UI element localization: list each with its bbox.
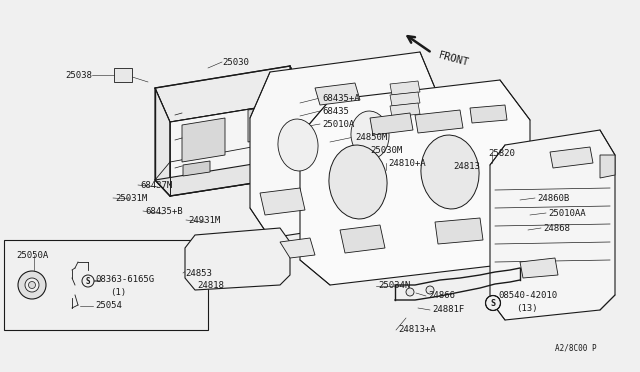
Text: 24881F: 24881F bbox=[432, 305, 464, 314]
Text: 25034N: 25034N bbox=[378, 282, 410, 291]
Text: 68435+A: 68435+A bbox=[322, 93, 360, 103]
Polygon shape bbox=[182, 118, 225, 162]
Ellipse shape bbox=[18, 271, 46, 299]
Polygon shape bbox=[315, 83, 360, 105]
Polygon shape bbox=[415, 110, 463, 133]
Polygon shape bbox=[170, 100, 305, 196]
Ellipse shape bbox=[25, 278, 39, 292]
Polygon shape bbox=[435, 218, 483, 244]
Polygon shape bbox=[250, 52, 440, 238]
Text: 24866: 24866 bbox=[428, 292, 455, 301]
Text: 24853: 24853 bbox=[185, 269, 212, 278]
Ellipse shape bbox=[29, 282, 35, 289]
Ellipse shape bbox=[82, 275, 94, 287]
Polygon shape bbox=[490, 130, 615, 320]
Ellipse shape bbox=[486, 295, 500, 311]
Bar bbox=[4, 240, 208, 330]
Bar bbox=[114, 68, 132, 82]
Polygon shape bbox=[248, 104, 286, 142]
Polygon shape bbox=[280, 238, 315, 258]
Text: 25010AA: 25010AA bbox=[548, 208, 586, 218]
Text: 24931M: 24931M bbox=[188, 215, 220, 224]
Ellipse shape bbox=[329, 145, 387, 219]
Ellipse shape bbox=[278, 119, 318, 171]
Polygon shape bbox=[600, 155, 615, 178]
Text: 68435: 68435 bbox=[322, 106, 349, 115]
Polygon shape bbox=[340, 225, 385, 253]
Ellipse shape bbox=[421, 135, 479, 209]
Text: 25010A: 25010A bbox=[322, 119, 355, 128]
Text: 24868: 24868 bbox=[543, 224, 570, 232]
Text: 68437M: 68437M bbox=[140, 180, 172, 189]
Text: 24813+A: 24813+A bbox=[398, 326, 436, 334]
Text: 24860B: 24860B bbox=[537, 193, 569, 202]
Text: (1): (1) bbox=[110, 289, 126, 298]
Text: (13): (13) bbox=[516, 305, 538, 314]
Polygon shape bbox=[155, 88, 170, 196]
Ellipse shape bbox=[426, 286, 434, 294]
Polygon shape bbox=[155, 66, 305, 122]
Text: 24818: 24818 bbox=[197, 282, 224, 291]
Text: 24810+A: 24810+A bbox=[388, 158, 426, 167]
Text: 25820: 25820 bbox=[488, 148, 515, 157]
Polygon shape bbox=[290, 66, 305, 175]
Text: FRONT: FRONT bbox=[437, 50, 470, 68]
Text: 25030: 25030 bbox=[222, 58, 249, 67]
Ellipse shape bbox=[406, 288, 414, 296]
Polygon shape bbox=[550, 147, 593, 168]
Text: 24813: 24813 bbox=[453, 161, 480, 170]
Text: S: S bbox=[490, 298, 495, 308]
Polygon shape bbox=[470, 105, 507, 123]
Ellipse shape bbox=[351, 111, 389, 159]
Polygon shape bbox=[370, 113, 413, 135]
Text: 25031M: 25031M bbox=[115, 193, 147, 202]
Text: 08363-6165G: 08363-6165G bbox=[95, 276, 154, 285]
Polygon shape bbox=[260, 188, 305, 215]
Text: 25030M: 25030M bbox=[370, 145, 403, 154]
Text: 25054: 25054 bbox=[95, 301, 122, 311]
Text: A2/8C00 P: A2/8C00 P bbox=[555, 343, 596, 353]
Polygon shape bbox=[390, 81, 420, 95]
Text: 25050A: 25050A bbox=[16, 250, 48, 260]
Polygon shape bbox=[155, 158, 305, 196]
Text: 24850M: 24850M bbox=[355, 132, 387, 141]
Polygon shape bbox=[520, 258, 558, 278]
Polygon shape bbox=[300, 80, 530, 285]
Text: 68435+B: 68435+B bbox=[145, 206, 182, 215]
Text: 08540-42010: 08540-42010 bbox=[498, 292, 557, 301]
Polygon shape bbox=[183, 161, 210, 176]
Text: S: S bbox=[86, 276, 90, 285]
Text: 25038: 25038 bbox=[65, 71, 92, 80]
Polygon shape bbox=[390, 103, 420, 117]
Polygon shape bbox=[390, 92, 420, 106]
Polygon shape bbox=[185, 228, 290, 290]
